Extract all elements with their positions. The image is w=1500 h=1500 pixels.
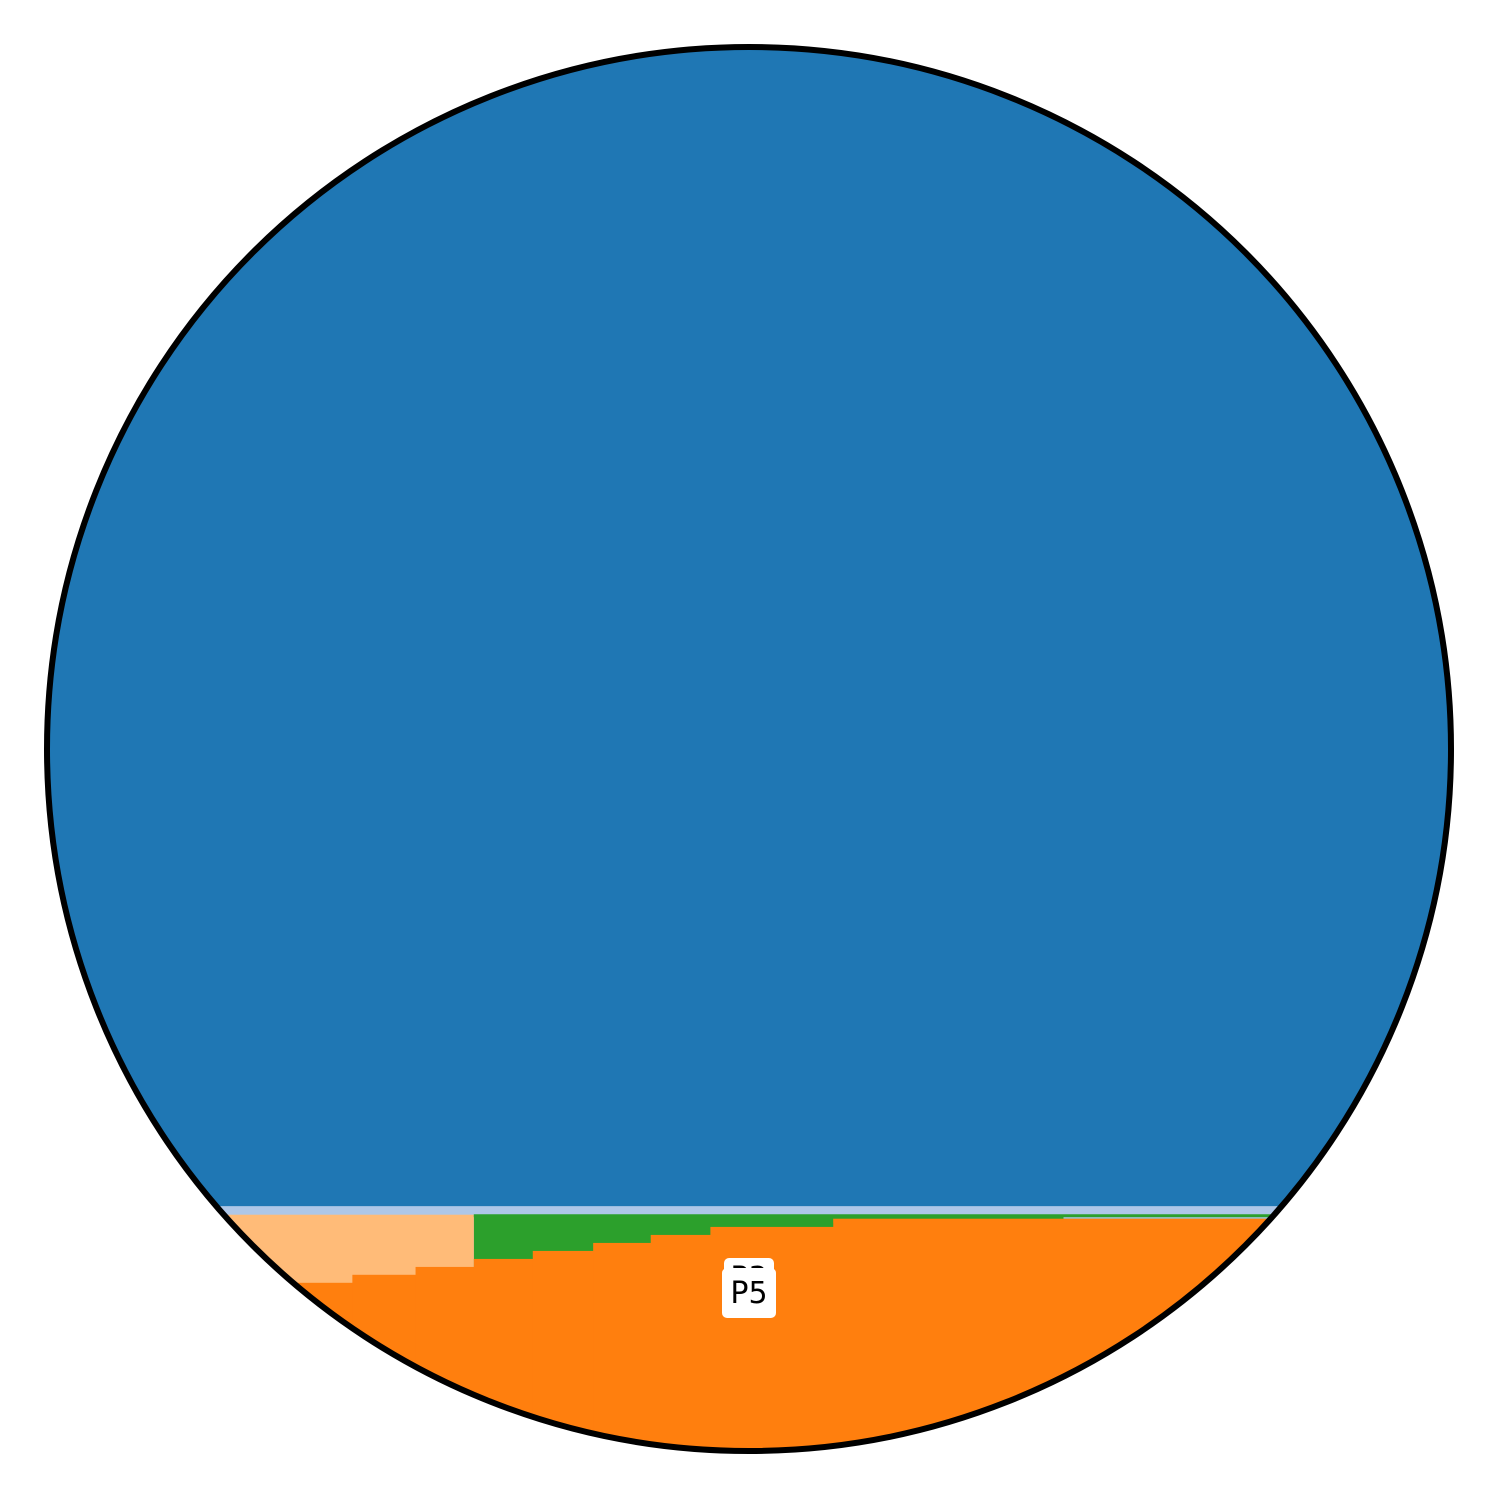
region-P5-step-1 [47, 1282, 353, 1451]
region-P5-step-7 [650, 1234, 711, 1451]
phase-labels: P3 P5 [722, 1258, 776, 1318]
region-P5-step-4 [473, 1258, 534, 1451]
label-front-text: P5 [730, 1276, 767, 1311]
region-P5-step-6 [593, 1242, 652, 1451]
region-P5-step-2 [352, 1274, 417, 1451]
label-front: P5 [722, 1268, 776, 1318]
region-P5-step-9 [833, 1218, 1451, 1451]
region-P5-step-3 [415, 1266, 475, 1451]
disk-outline [44, 44, 1454, 1454]
label-front-box [722, 1268, 776, 1318]
